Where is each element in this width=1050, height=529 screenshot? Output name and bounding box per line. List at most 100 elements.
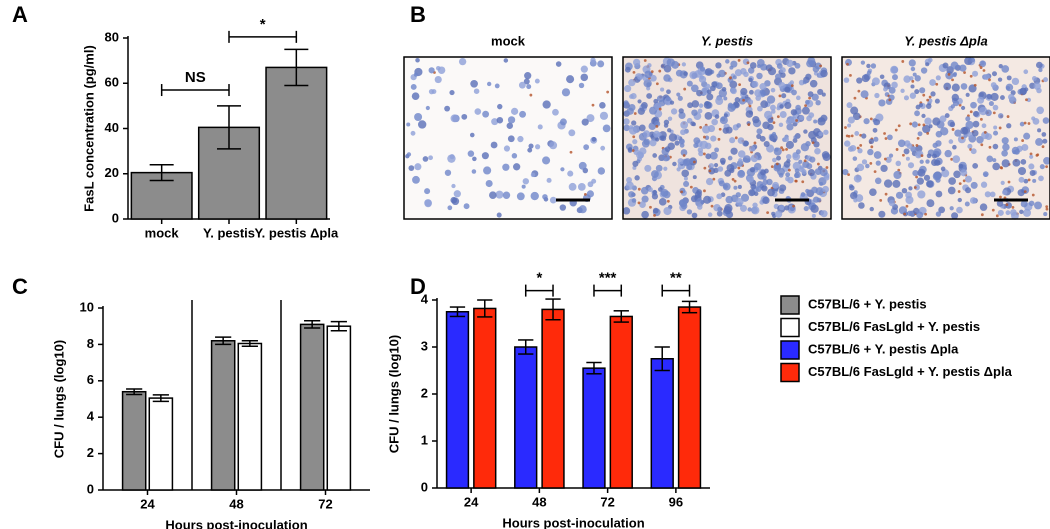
cell [495, 190, 504, 199]
cell [1017, 189, 1025, 197]
error-bar [586, 361, 602, 375]
cell [712, 177, 716, 181]
cell [680, 129, 686, 136]
cell [512, 163, 521, 171]
cell [740, 87, 748, 96]
cell [980, 213, 984, 217]
cell [542, 100, 551, 109]
cell [913, 186, 917, 189]
cell [660, 63, 666, 69]
cell [921, 113, 926, 118]
cell [751, 206, 760, 215]
cell [749, 166, 756, 173]
cell [900, 88, 905, 93]
cell [663, 206, 672, 216]
cell [804, 104, 807, 108]
cell [674, 140, 680, 146]
error-bar [477, 299, 493, 318]
cell [559, 118, 567, 126]
cell [907, 210, 913, 217]
cell [517, 135, 524, 143]
cell [800, 192, 806, 197]
cell [926, 131, 930, 135]
cell [960, 169, 968, 177]
cell [997, 77, 1003, 82]
cell [717, 137, 721, 141]
cell [663, 64, 672, 73]
cell [658, 107, 662, 111]
cell [948, 177, 957, 185]
cell [869, 161, 873, 165]
cell [778, 172, 784, 178]
cell [947, 72, 951, 76]
cell [925, 159, 930, 164]
cell [795, 119, 799, 122]
cell [950, 61, 959, 70]
bar [326, 325, 352, 491]
cell [852, 112, 861, 121]
cell [845, 134, 849, 138]
cell [1043, 212, 1048, 217]
cell [775, 73, 782, 80]
cell [772, 121, 776, 124]
cell [646, 93, 653, 99]
cell [908, 59, 916, 67]
cell [823, 175, 830, 181]
cell [581, 118, 589, 126]
cell [763, 141, 770, 148]
x-axis-label: Hours post-inoculation [165, 517, 307, 529]
cell [641, 195, 649, 203]
cell [1031, 76, 1037, 81]
cell [970, 148, 977, 155]
cell [815, 99, 821, 106]
cell [1012, 158, 1021, 167]
cell [507, 116, 516, 124]
cell [428, 67, 435, 74]
cell [569, 150, 573, 154]
cell [825, 166, 829, 169]
cell [560, 167, 565, 172]
cell [958, 182, 962, 186]
cell [888, 153, 894, 158]
cell [640, 186, 649, 195]
cell [736, 160, 744, 167]
cell [734, 97, 741, 103]
cell [714, 147, 720, 153]
cell [451, 197, 460, 206]
cell [748, 104, 752, 108]
cell [766, 178, 773, 186]
cell [676, 92, 681, 97]
cell [914, 151, 922, 159]
cell [977, 96, 985, 104]
cell [981, 123, 987, 129]
y-tick-label: 0 [421, 479, 428, 494]
cell [1001, 65, 1010, 73]
cell [567, 170, 574, 177]
panel-label: C [12, 274, 28, 299]
cell [502, 191, 511, 199]
micrograph-frame [403, 56, 613, 220]
cell [926, 98, 930, 102]
cell [530, 172, 536, 178]
cell [906, 143, 913, 150]
cell [808, 112, 815, 119]
cell [911, 121, 918, 128]
cell [901, 188, 908, 194]
error-bar [654, 346, 670, 372]
x-tick-label: 72 [318, 496, 332, 511]
cell [703, 195, 712, 204]
cell [995, 214, 999, 218]
error-bar [449, 306, 466, 318]
cell [487, 81, 492, 87]
error-bar [241, 340, 258, 347]
cell [591, 103, 595, 107]
cell [819, 64, 823, 68]
cell [578, 82, 585, 89]
cell [1005, 210, 1011, 216]
cell [606, 90, 610, 94]
y-tick-label: 60 [105, 75, 119, 90]
cell [686, 164, 693, 171]
cell [658, 69, 662, 73]
cell [519, 110, 527, 118]
cell [708, 163, 715, 169]
